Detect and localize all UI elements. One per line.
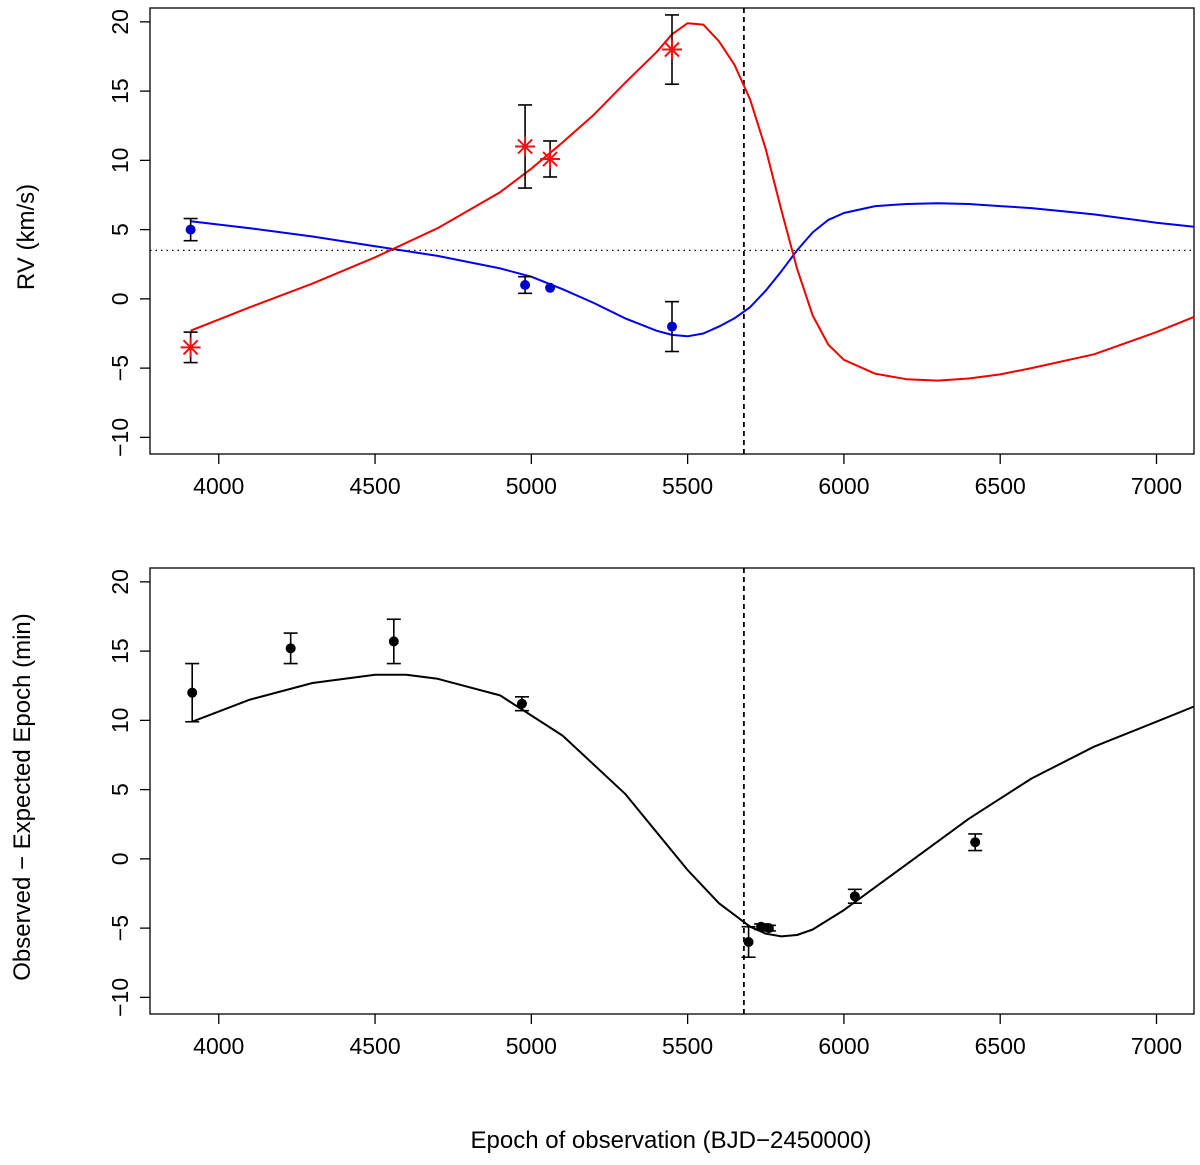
- oc-series-0-point: [970, 837, 981, 848]
- oc-y-tick-label: −10: [107, 978, 133, 1017]
- oc-series-0-point: [285, 643, 296, 654]
- oc-series-0-point: [756, 921, 767, 932]
- rv-y-tick-label: 5: [107, 223, 133, 236]
- oc-y-tick-label: 20: [107, 569, 133, 595]
- rv-x-tick-label: 6500: [975, 473, 1026, 499]
- rv-series-0-point: [545, 282, 556, 293]
- oc-x-tick-label: 4500: [349, 1033, 400, 1059]
- rv-y-axis-label: RV (km/s): [13, 184, 40, 290]
- rv-series-1-point: [515, 136, 536, 157]
- rv-x-tick-label: 7000: [1131, 473, 1182, 499]
- rv-series-1-point: [662, 39, 682, 60]
- oc-plot-frame: [149, 567, 1195, 1015]
- rv-x-tick-label: 4000: [193, 473, 244, 499]
- oc-x-tick-label: 7000: [1131, 1033, 1182, 1059]
- oc-x-tick-label: 5500: [662, 1033, 713, 1059]
- oc-x-tick-label: 4000: [193, 1033, 244, 1059]
- oc-series-0-point: [849, 891, 860, 902]
- rv-y-tick-label: −5: [107, 355, 133, 381]
- rv-y-tick-label: 15: [107, 78, 133, 104]
- oc-series-0-point: [516, 698, 527, 709]
- rv-y-tick-label: 10: [107, 148, 133, 174]
- oc-series-0-point: [743, 936, 754, 947]
- rv-model-curve-0: [190, 202, 1195, 338]
- oc-series-0-point: [187, 687, 198, 698]
- rv-plot-frame: [149, 7, 1195, 455]
- oc-model-curve-0: [191, 673, 1195, 938]
- rv-x-tick-label: 5500: [662, 473, 713, 499]
- oc-y-tick-label: 15: [107, 638, 133, 664]
- rv-x-tick-label: 6000: [818, 473, 869, 499]
- oc-x-tick-label: 6000: [818, 1033, 869, 1059]
- oc-x-tick-label: 6500: [975, 1033, 1026, 1059]
- rv-y-tick-label: 20: [107, 9, 133, 35]
- rv-series-0-point: [185, 224, 196, 235]
- rv-x-tick-label: 5000: [506, 473, 557, 499]
- rv-series-1-point: [540, 148, 561, 169]
- oc-y-tick-label: 10: [107, 708, 133, 734]
- rv-y-tick-label: 0: [107, 292, 133, 305]
- rv-model-curve-1: [190, 22, 1195, 382]
- rv-y-tick-label: −10: [107, 418, 133, 457]
- oc-y-axis-label: Observed − Expected Epoch (min): [9, 613, 36, 981]
- oc-y-tick-label: 5: [107, 783, 133, 796]
- x-axis-label: Epoch of observation (BJD−2450000): [471, 1127, 872, 1154]
- rv-series-0-point: [667, 321, 677, 332]
- oc-panel: Observed − Expected Epoch (min) 4000 4500…: [9, 567, 1195, 1059]
- oc-x-tick-label: 5000: [506, 1033, 557, 1059]
- oc-series-0-point: [388, 636, 399, 647]
- oc-y-tick-label: 0: [107, 852, 133, 865]
- rv-series-0-point: [520, 280, 531, 291]
- oc-y-tick-label: −5: [107, 915, 133, 941]
- rv-series-1-point: [180, 337, 201, 358]
- rv-panel: RV (km/s) 4000 4500 5000 5500 6000 6500 7000 20…: [13, 7, 1195, 499]
- oc-series-0-point: [763, 923, 774, 934]
- rv-x-tick-label: 4500: [349, 473, 400, 499]
